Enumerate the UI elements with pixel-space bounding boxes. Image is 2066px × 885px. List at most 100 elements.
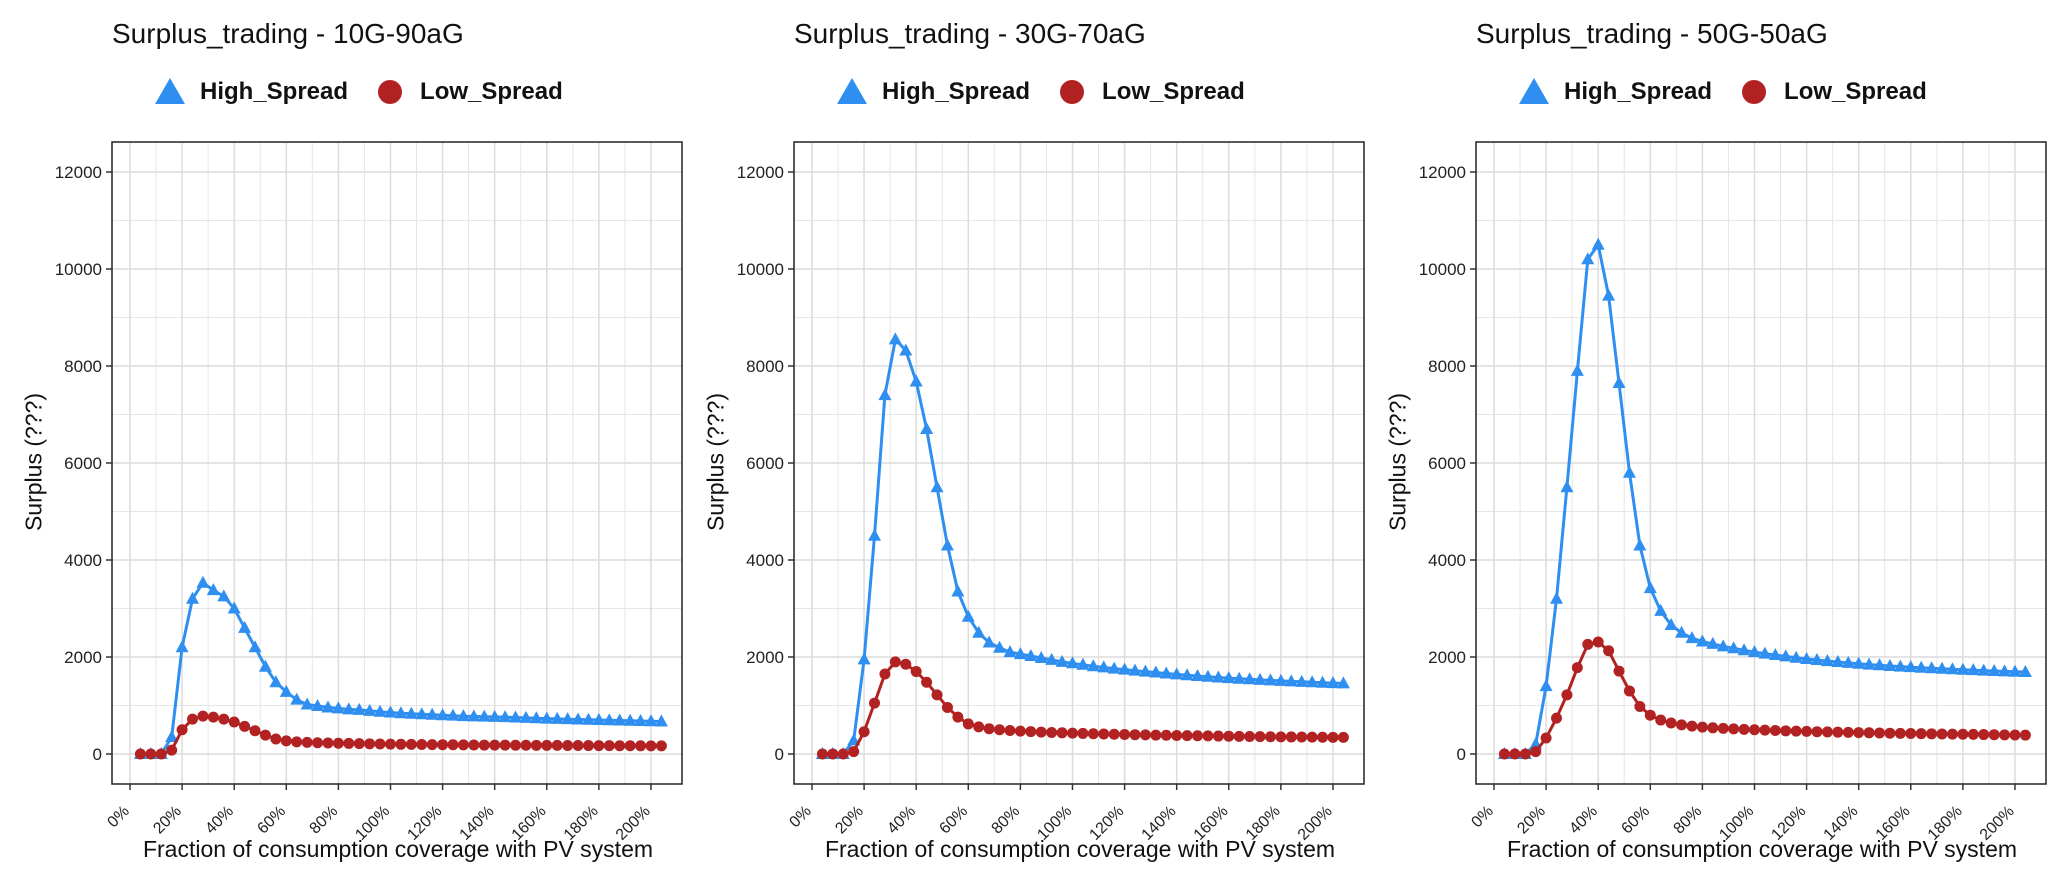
data-point-low-spread	[1212, 730, 1224, 742]
data-point-high-spread	[972, 625, 986, 638]
data-point-high-spread	[373, 704, 387, 717]
data-point-high-spread	[2018, 665, 2032, 678]
data-point-high-spread	[623, 713, 637, 726]
series-line-low-spread	[1504, 640, 2026, 756]
data-point-high-spread	[1675, 625, 1689, 638]
data-point-low-spread	[437, 739, 449, 751]
plot-area: 0 2000 4000 6000 8000 10000 12000 0% 20% 40% 60% 80…	[1419, 141, 2047, 844]
data-point-high-spread	[654, 714, 668, 727]
data-point-low-spread	[1077, 727, 1089, 739]
series-line-high-spread	[1504, 241, 2026, 756]
data-point-low-spread	[1728, 723, 1740, 735]
data-point-high-spread	[1831, 655, 1845, 668]
data-point-low-spread	[921, 676, 933, 688]
data-point-low-spread	[593, 740, 605, 752]
data-point-high-spread	[592, 713, 606, 726]
data-point-low-spread	[1811, 726, 1823, 738]
legend-item-low-spread: Low_Spread	[1052, 72, 1245, 112]
x-tick-label: 60%	[1618, 803, 1653, 838]
data-point-high-spread	[1336, 676, 1350, 689]
data-point-high-spread	[1539, 679, 1553, 692]
data-point-low-spread	[478, 739, 490, 751]
x-axis-label: Fraction of consumption coverage with PV…	[142, 836, 654, 862]
data-point-high-spread	[446, 708, 460, 721]
y-tick-label: 10000	[737, 260, 784, 279]
chart-panel-2: Surplus_trading - 30G-70aG High_Spread L…	[682, 0, 1370, 885]
y-tick-label: 12000	[1419, 163, 1466, 182]
data-point-high-spread	[1800, 651, 1814, 664]
data-point-high-spread	[550, 711, 564, 724]
data-point-high-spread	[899, 343, 913, 356]
data-point-low-spread	[1884, 727, 1896, 739]
data-point-low-spread	[1613, 665, 1625, 677]
data-point-high-spread	[982, 635, 996, 648]
data-point-low-spread	[1582, 638, 1594, 650]
data-point-high-spread	[363, 703, 377, 716]
data-point-high-spread	[1695, 634, 1709, 647]
data-point-low-spread	[1738, 723, 1750, 735]
data-point-low-spread	[520, 739, 532, 751]
data-point-low-spread	[1769, 724, 1781, 736]
data-point-high-spread	[1232, 671, 1246, 684]
data-point-low-spread	[457, 739, 469, 751]
data-point-low-spread	[1498, 748, 1510, 760]
data-point-high-spread	[1170, 667, 1184, 680]
data-point-high-spread	[498, 710, 512, 723]
data-point-high-spread	[300, 697, 314, 710]
x-tick-label: 0%	[104, 803, 132, 831]
data-point-high-spread	[321, 700, 335, 713]
data-point-low-spread	[1978, 729, 1990, 741]
data-point-low-spread	[952, 711, 964, 723]
data-point-high-spread	[1055, 654, 1069, 667]
data-point-low-spread	[858, 726, 870, 738]
data-point-high-spread	[1789, 650, 1803, 663]
data-point-high-spread	[1045, 652, 1059, 665]
data-point-low-spread	[1686, 720, 1698, 732]
data-point-low-spread	[1317, 731, 1329, 743]
data-point-high-spread	[1263, 673, 1277, 686]
data-point-low-spread	[635, 740, 647, 752]
data-point-high-spread	[1852, 656, 1866, 669]
y-axis-label: Surplus (???)	[20, 392, 47, 532]
data-point-high-spread	[1570, 363, 1584, 376]
data-point-low-spread	[447, 739, 459, 751]
data-point-low-spread	[994, 724, 1006, 736]
data-point-low-spread	[1894, 727, 1906, 739]
data-point-low-spread	[353, 738, 365, 750]
data-point-low-spread	[1150, 729, 1162, 741]
data-point-low-spread	[962, 718, 974, 730]
data-point-high-spread	[920, 422, 934, 435]
data-point-low-spread	[582, 740, 594, 752]
chart-title: Surplus_trading - 30G-70aG	[794, 18, 1146, 49]
data-point-high-spread	[1138, 664, 1152, 677]
data-point-low-spread	[1853, 727, 1865, 739]
data-point-low-spread	[312, 737, 324, 749]
y-axis-label: Surplus (???)	[1384, 392, 1411, 532]
data-point-low-spread	[1098, 728, 1110, 740]
data-point-high-spread	[1633, 538, 1647, 551]
data-point-low-spread	[983, 723, 995, 735]
data-point-low-spread	[879, 668, 891, 680]
legend-label: Low_Spread	[1102, 78, 1245, 105]
data-point-high-spread	[1602, 288, 1616, 301]
data-point-high-spread	[1222, 671, 1236, 684]
data-point-high-spread	[644, 714, 658, 727]
data-point-low-spread	[259, 729, 271, 741]
data-point-low-spread	[1915, 728, 1927, 740]
data-point-high-spread	[1550, 591, 1564, 604]
data-point-low-spread	[1759, 724, 1771, 736]
data-point-low-spread	[1139, 729, 1151, 741]
data-point-high-spread	[1873, 658, 1887, 671]
y-tick-label: 12000	[737, 163, 784, 182]
legend-item-low-spread: Low_Spread	[1734, 72, 1927, 112]
x-tick-label: 0%	[786, 803, 814, 831]
data-point-high-spread	[1003, 645, 1017, 658]
data-point-low-spread	[1254, 731, 1266, 743]
data-point-high-spread	[186, 591, 200, 604]
data-point-low-spread	[1530, 746, 1542, 758]
data-point-high-spread	[1097, 660, 1111, 673]
data-point-high-spread	[1893, 659, 1907, 672]
data-point-high-spread	[404, 706, 418, 719]
data-point-high-spread	[1654, 603, 1668, 616]
legend-item-high-spread: High_Spread	[1514, 72, 1712, 112]
